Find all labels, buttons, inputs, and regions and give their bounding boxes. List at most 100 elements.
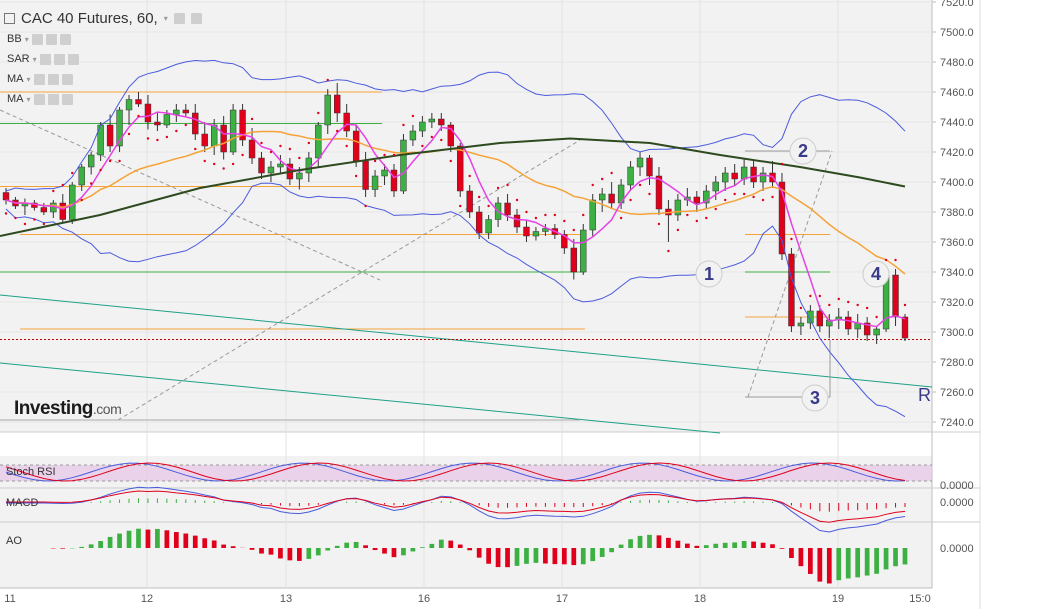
dashed-line [0,109,381,281]
dropdown-icon[interactable]: ▾ [24,34,29,44]
close-icon[interactable] [59,33,71,45]
candle-body [475,211,483,234]
settings-icon[interactable] [47,73,59,85]
dropdown-icon[interactable]: ▾ [32,54,37,64]
candle-body [239,109,246,141]
collapse-icon[interactable] [4,13,15,24]
sar-dot [14,216,17,220]
trend-line [0,294,933,388]
wave-label-circle [695,260,723,288]
sar-dot [156,138,159,142]
y-tick-label: 7400.0 [940,177,974,189]
indicator-row-bb[interactable]: BB ▾ [7,33,71,45]
candle-body [532,231,540,237]
sar-dot [468,174,471,178]
sar-dot [421,144,424,148]
candle-body [173,109,180,115]
y-tick-label: 7360.0 [940,237,974,249]
candle-body [163,114,171,126]
candle-body [258,157,265,174]
close-icon[interactable] [61,93,73,105]
sar-dot [440,138,443,142]
macd-label: MACD [6,497,39,509]
visibility-icon[interactable] [33,93,45,105]
candle-body [381,169,388,177]
sar-dot [222,167,225,170]
y-tick-label: 7420.0 [940,147,974,159]
candle-body [703,190,710,204]
sar-dot [430,135,434,139]
y-tick-label: 7240.0 [940,417,974,429]
candle-body [731,172,738,180]
visibility-icon[interactable] [39,53,51,65]
trend-line [0,362,721,434]
sar-dot [667,249,670,253]
visibility-icon[interactable] [33,73,45,85]
stoch-tick-label: 0.0000 [940,480,974,492]
settings-icon[interactable] [190,13,202,24]
indicator-row-ma-2[interactable]: MA ▾ [7,93,73,105]
candle-body [589,199,596,231]
candle-body [135,99,142,105]
dropdown-icon[interactable]: ▾ [163,14,168,23]
candle-body [797,322,805,327]
sar-dot [118,159,121,163]
indicator-row-sar[interactable]: SAR ▾ [7,53,79,65]
close-icon[interactable] [61,73,73,85]
brand-suffix: .com [92,401,122,417]
candle-body [750,166,757,183]
chart-title: CAC 40 Futures, 60, [21,10,158,27]
sar-dot [506,183,509,187]
candle-body [561,234,568,249]
settings-icon[interactable] [47,93,59,105]
sar-dot [326,78,329,82]
sar-dot [515,198,519,202]
close-icon[interactable] [67,53,79,65]
axis-background [932,0,1044,609]
sar-dot [194,147,197,151]
sar-dot [231,162,235,166]
y-tick-label: 7280.0 [940,357,974,369]
candle-body [343,112,350,132]
sar-dot [638,183,642,187]
x-tick-label: 13 [280,593,292,605]
candle-body [69,184,76,220]
dropdown-icon[interactable]: ▾ [26,74,31,84]
sar-dot [809,294,812,298]
candle-body [419,121,426,132]
candle-body [740,166,748,180]
candle-body [438,118,445,126]
dropdown-icon[interactable]: ▾ [26,94,31,104]
candle-body [87,154,95,168]
settings-icon[interactable] [45,33,57,45]
wave-label-circle [789,137,817,165]
wave-label: 2 [798,141,808,161]
indicator-label: BB [7,33,22,45]
candle-body [192,112,199,135]
sar-dot [137,114,140,118]
sar-dot [563,219,566,223]
visibility-icon[interactable] [31,33,43,45]
sar-dot [250,117,254,121]
sar-dot [146,137,150,140]
indicator-row-ma[interactable]: MA ▾ [7,73,73,85]
indicator-label: MA [7,93,24,105]
sar-dot [884,258,888,262]
visibility-icon[interactable] [173,13,185,24]
x-tick-label: 17 [556,593,568,605]
candle-body [116,109,123,147]
sar-dot [799,306,803,310]
sar-dot [184,123,187,127]
sar-dot [582,213,585,217]
candle-body [2,192,10,201]
sar-dot [705,216,708,220]
settings-icon[interactable] [53,53,65,65]
sar-dot [619,216,623,220]
sar-dot [790,237,793,241]
dashed-line [117,139,581,421]
sar-dot [742,192,746,196]
wave-label: 4 [871,264,881,284]
candle-body [352,130,360,162]
